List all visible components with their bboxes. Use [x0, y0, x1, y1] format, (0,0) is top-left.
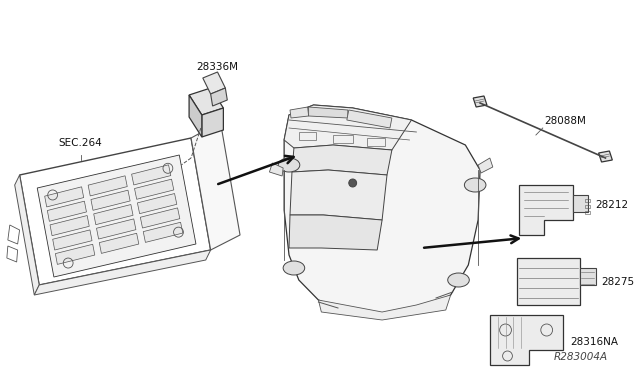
Ellipse shape [448, 273, 469, 287]
Polygon shape [97, 219, 136, 239]
Polygon shape [347, 110, 392, 128]
Polygon shape [134, 179, 174, 199]
Polygon shape [269, 163, 283, 176]
Polygon shape [290, 170, 387, 220]
Polygon shape [35, 250, 211, 295]
Bar [367, 138, 385, 146]
Polygon shape [284, 105, 480, 315]
Polygon shape [50, 215, 89, 235]
Polygon shape [519, 185, 573, 235]
Text: 28336M: 28336M [196, 62, 238, 72]
Ellipse shape [283, 261, 305, 275]
Polygon shape [37, 155, 196, 277]
Polygon shape [211, 88, 227, 106]
Polygon shape [91, 190, 130, 210]
Polygon shape [517, 258, 580, 305]
Bar [585, 199, 590, 202]
Ellipse shape [465, 178, 486, 192]
Polygon shape [289, 215, 382, 250]
Polygon shape [140, 208, 180, 228]
Circle shape [349, 179, 356, 187]
Polygon shape [189, 95, 202, 137]
Bar [333, 135, 353, 143]
Polygon shape [580, 268, 596, 285]
Text: R283004A: R283004A [554, 352, 607, 362]
Text: 28316NA: 28316NA [570, 337, 618, 347]
Polygon shape [143, 222, 183, 243]
Polygon shape [132, 165, 171, 185]
Polygon shape [473, 96, 487, 107]
Polygon shape [292, 145, 392, 175]
Polygon shape [308, 107, 348, 118]
Polygon shape [52, 230, 92, 250]
Polygon shape [284, 105, 412, 150]
Polygon shape [56, 244, 95, 264]
Polygon shape [47, 201, 86, 221]
Polygon shape [189, 88, 223, 115]
Polygon shape [99, 233, 139, 253]
Text: 28275: 28275 [602, 277, 635, 287]
Polygon shape [573, 195, 588, 212]
Polygon shape [290, 107, 308, 118]
Text: SEC.264: SEC.264 [59, 138, 102, 148]
Polygon shape [598, 151, 612, 162]
Text: 28212: 28212 [596, 200, 628, 210]
Bar [585, 211, 590, 214]
Polygon shape [138, 193, 177, 214]
Polygon shape [478, 158, 493, 173]
Polygon shape [191, 122, 240, 250]
Ellipse shape [278, 158, 300, 172]
Polygon shape [490, 315, 563, 365]
Polygon shape [15, 175, 39, 295]
Polygon shape [88, 176, 127, 196]
Polygon shape [203, 72, 225, 94]
Polygon shape [319, 295, 451, 320]
Polygon shape [202, 108, 223, 137]
Polygon shape [45, 187, 84, 207]
Bar [585, 205, 590, 208]
Bar [299, 132, 316, 140]
Text: 28088M: 28088M [545, 116, 587, 126]
Polygon shape [93, 205, 133, 225]
